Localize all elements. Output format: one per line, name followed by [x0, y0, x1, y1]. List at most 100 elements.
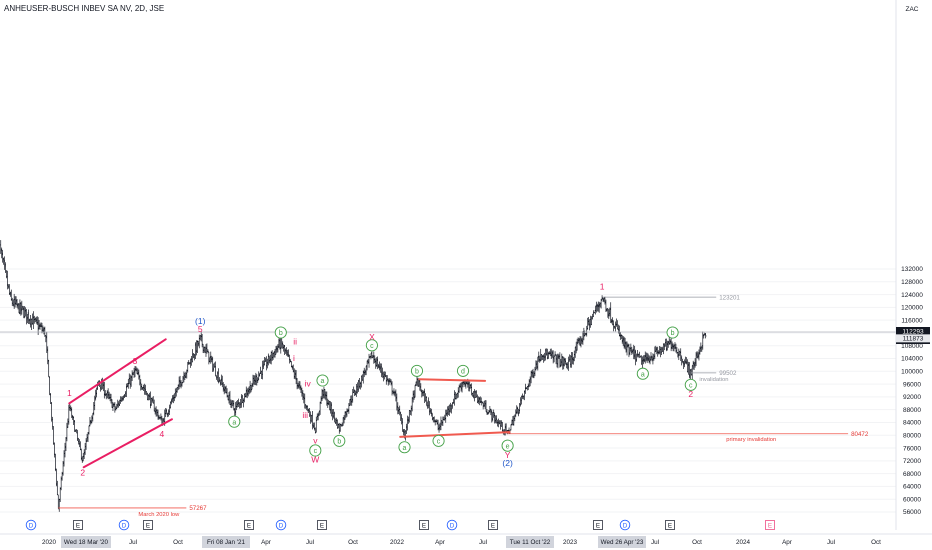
wave-label-circle [636, 367, 649, 380]
wave-label-circle [309, 444, 322, 457]
wave-label: i [293, 353, 295, 363]
time-tick-label: Jul [479, 539, 487, 546]
ohlc-bar [125, 383, 128, 397]
level-price-label: 99502 [719, 370, 737, 377]
time-axis[interactable]: 2020 Jul Oct Apr Jul Oct 2022 Apr Jul 2023 Jul Oct 2… [0, 533, 932, 548]
wave-label: b [410, 364, 424, 377]
wave-label-circle [684, 378, 697, 391]
dividend-marker[interactable]: D [25, 519, 37, 531]
price-tick-label: 104000 [901, 356, 923, 363]
event-markers[interactable]: D D D D DE E E E E E E E E [25, 519, 775, 531]
earnings-marker-letter: E [596, 522, 600, 529]
earnings-marker-letter: E [422, 522, 426, 529]
drawings[interactable] [0, 296, 897, 509]
wave-label-text: iv [305, 378, 312, 388]
ohlc-bar [423, 388, 426, 403]
earnings-marker[interactable]: E [593, 520, 603, 530]
price-axis-background [896, 0, 932, 530]
dividend-marker[interactable]: D [619, 519, 631, 531]
future-earnings-letter: E [768, 522, 772, 529]
wave-label: a [316, 374, 329, 387]
wave-label-text: 1 [600, 282, 605, 292]
wave-label: W [311, 455, 319, 465]
price-tick-label: 68000 [903, 471, 921, 478]
wave-label: 2 [80, 467, 85, 477]
earnings-marker[interactable]: E [419, 520, 429, 530]
wave-label-text: b [671, 330, 675, 337]
chart-title: ANHEUSER-BUSCH INBEV SA NV, 2D, JSE [4, 4, 165, 13]
earnings-marker-letter: E [491, 522, 495, 529]
wave-label: 4 [159, 429, 164, 439]
wave-label-circle [432, 434, 445, 447]
dividend-marker-circle [25, 519, 37, 531]
trendline[interactable] [68, 338, 167, 405]
trendline[interactable] [399, 431, 511, 438]
earnings-marker[interactable]: E [244, 520, 254, 530]
dividend-marker-circle [118, 519, 130, 531]
level-price-label: 80472 [851, 431, 869, 438]
earnings-marker[interactable]: E [143, 520, 153, 530]
ohlc-bar [451, 402, 454, 409]
wave-label-text: d [461, 369, 465, 376]
ohlc-bar [470, 383, 473, 396]
price-axis[interactable]: ZAC 132000128000124000120000116000112000… [895, 0, 932, 530]
wave-label-text: 2 [688, 389, 693, 399]
wave-label: d [456, 364, 470, 377]
ohlc-bars [0, 240, 707, 512]
time-highlight-bg [202, 536, 250, 548]
dividend-marker[interactable]: D [275, 519, 287, 531]
earnings-marker[interactable]: E [317, 520, 327, 530]
trendline[interactable] [418, 378, 487, 382]
earnings-marker-letter: E [668, 522, 672, 529]
ohlc-bar [704, 333, 707, 339]
wave-label: X [369, 332, 375, 342]
time-tick-label: Apr [261, 539, 271, 546]
dividend-marker[interactable]: D [118, 519, 130, 531]
ohlc-bar [554, 351, 556, 356]
wave-label: e [501, 439, 514, 452]
earnings-marker-box [419, 520, 429, 530]
time-tick-label: Apr [782, 539, 792, 546]
dividend-marker-letter: D [623, 522, 628, 529]
wave-label-text: a [321, 378, 325, 385]
trendline[interactable] [82, 418, 173, 469]
dividend-marker-letter: D [122, 522, 127, 529]
wave-label: b [333, 434, 346, 447]
wave-label-text: c [370, 343, 374, 350]
ohlc-bar [600, 298, 603, 309]
time-tick-label: Jul [306, 539, 314, 546]
time-tick-label: Oct [348, 539, 358, 546]
dividend-marker[interactable]: D [446, 519, 458, 531]
wave-label: (2) [502, 458, 513, 468]
ohlc-bar [20, 300, 23, 315]
wave-labels: 123201 99502 80472 57267 March 2020 low prima… [67, 282, 869, 518]
prev-level-bg [896, 334, 930, 343]
earnings-marker[interactable]: E [73, 520, 83, 530]
wave-label-text: b [415, 369, 419, 376]
earnings-marker-box [244, 520, 254, 530]
time-highlight-label: Tue 11 Oct '22 [510, 539, 551, 546]
earnings-marker[interactable]: E [488, 520, 498, 530]
ohlc-bar [187, 360, 190, 365]
wave-label-text: 1 [67, 388, 72, 398]
price-tick-label: 96000 [903, 381, 921, 388]
earnings-marker-box [73, 520, 83, 530]
time-tick-label: Jul [827, 539, 835, 546]
wave-label-text: b [337, 438, 341, 445]
earnings-marker-box [593, 520, 603, 530]
earnings-marker[interactable]: E [665, 520, 675, 530]
ohlc-bar [206, 349, 209, 353]
wave-label: iii [302, 410, 308, 420]
ohlc-bar [677, 348, 680, 361]
future-earnings-marker[interactable]: E [765, 520, 775, 530]
price-tick-label: 100000 [901, 369, 923, 376]
earnings-marker-letter: E [320, 522, 324, 529]
dividend-marker-circle [619, 519, 631, 531]
time-highlight-bg [598, 536, 646, 548]
wave-label-circle [501, 439, 514, 452]
price-tick-label: 80000 [903, 432, 921, 439]
price-tick-label: 120000 [901, 305, 923, 312]
wave-label: c [309, 444, 322, 457]
